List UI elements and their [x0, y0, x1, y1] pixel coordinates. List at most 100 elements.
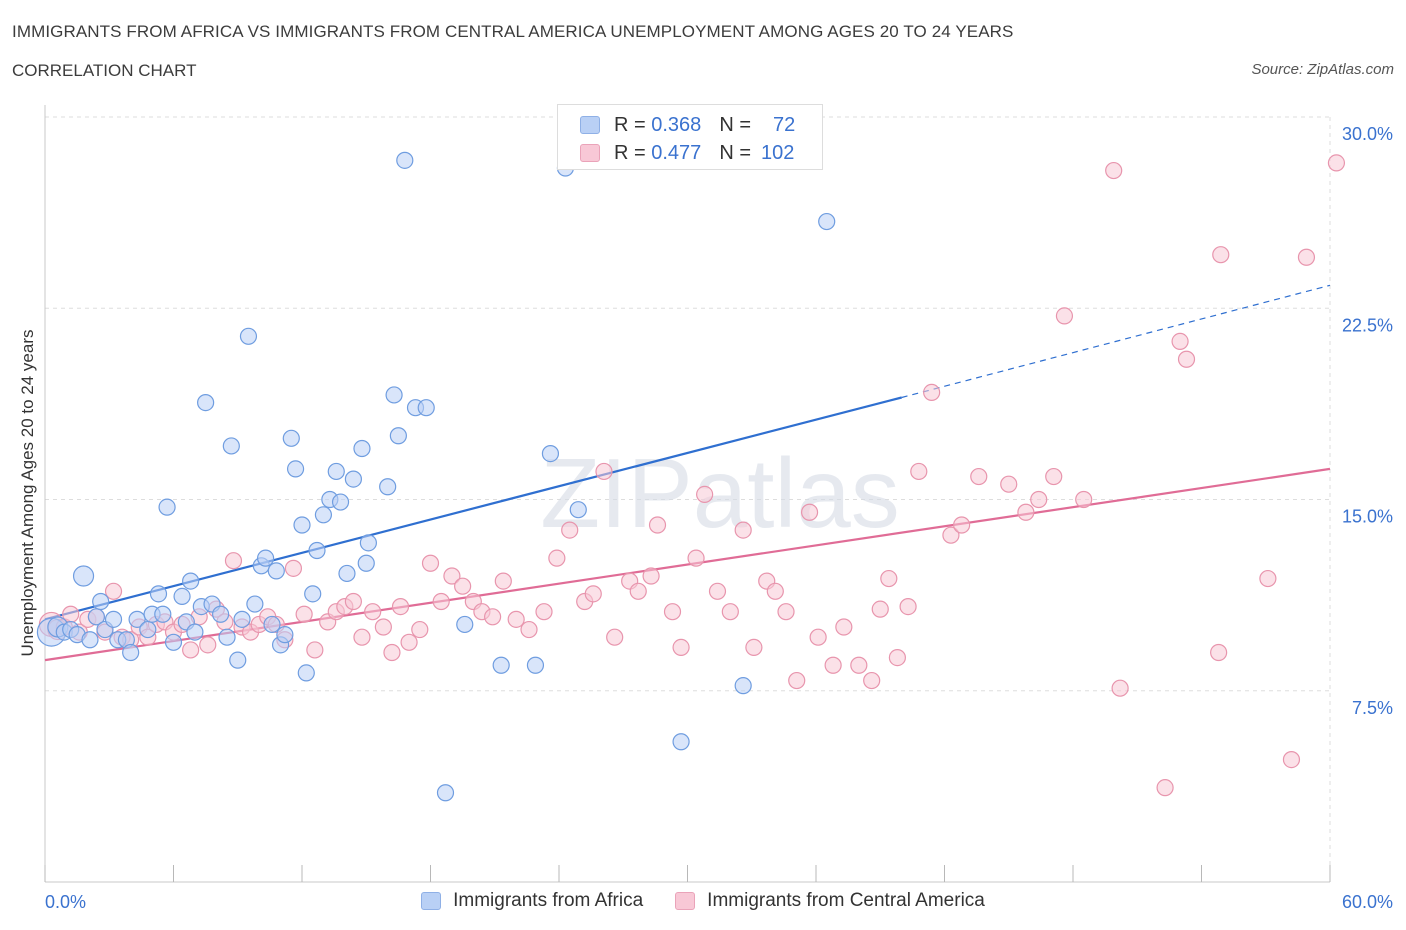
central-america-point — [734, 521, 752, 539]
central-america-point — [835, 618, 853, 636]
central-america-swatch — [580, 144, 600, 162]
africa-point — [218, 628, 236, 646]
africa-point — [569, 501, 587, 519]
legend-item-africa[interactable]: Immigrants from Africa — [421, 890, 643, 912]
x-tick-label: 60.0% — [1342, 892, 1393, 912]
africa-point — [186, 623, 204, 641]
africa-point — [222, 437, 240, 455]
africa-point — [267, 562, 285, 580]
central-america-point — [1177, 350, 1196, 368]
central-america-point — [1045, 467, 1063, 486]
africa-point — [293, 516, 311, 534]
central-america-point — [863, 671, 881, 690]
central-america-point — [1017, 503, 1035, 521]
y-tick-label: 30.0% — [1342, 124, 1393, 144]
central-america-point — [507, 610, 525, 628]
central-america-point — [970, 467, 988, 486]
africa-point — [256, 549, 275, 567]
africa-point — [389, 427, 407, 445]
central-america-point — [1000, 475, 1018, 493]
africa-point — [308, 541, 326, 560]
africa-point — [149, 585, 168, 603]
central-america-point — [745, 638, 763, 657]
africa-point — [276, 626, 294, 644]
africa-point — [672, 733, 690, 751]
central-america-point — [1075, 490, 1093, 509]
r-label: R = — [614, 141, 646, 164]
africa-point — [139, 620, 157, 639]
africa-point — [164, 633, 183, 651]
central-america-point — [400, 633, 418, 651]
central-america-point — [454, 577, 472, 595]
central-america-point — [642, 567, 660, 585]
africa-point — [239, 327, 258, 345]
n-value-central-america: 102 — [761, 141, 795, 164]
africa-point — [81, 631, 99, 649]
africa-point — [331, 493, 350, 511]
central-america-point — [494, 572, 512, 590]
y-axis-label: Unemployment Among Ages 20 to 24 years — [18, 329, 37, 657]
series-legend: Immigrants from Africa Immigrants from C… — [0, 890, 1406, 912]
legend-item-central-america[interactable]: Immigrants from Central America — [675, 890, 985, 912]
y-tick-label: 22.5% — [1342, 315, 1393, 335]
central-america-point — [1212, 246, 1230, 264]
central-america-point — [953, 516, 971, 534]
central-america-point — [824, 656, 842, 674]
africa-point — [417, 399, 435, 417]
central-america-point — [606, 628, 624, 646]
africa-point — [379, 478, 397, 496]
africa-point — [338, 564, 356, 583]
central-america-point — [1055, 307, 1074, 325]
central-america-point — [284, 559, 303, 577]
chart-title: IMMIGRANTS FROM AFRICA VS IMMIGRANTS FRO… — [12, 22, 1014, 41]
n-value-africa: 72 — [773, 113, 796, 136]
central-america-point — [648, 516, 667, 534]
africa-point — [396, 151, 414, 169]
africa-point — [734, 677, 752, 695]
central-america-point — [364, 603, 382, 621]
central-america-point — [353, 628, 371, 646]
central-america-point — [800, 503, 819, 521]
africa-point — [263, 615, 281, 634]
r-value-africa: 0.368 — [651, 113, 702, 136]
central-america-point — [687, 549, 705, 567]
africa-point — [526, 656, 545, 674]
central-america-point — [295, 605, 313, 623]
central-america-point — [584, 585, 602, 603]
africa-point — [282, 429, 300, 447]
central-america-point — [696, 485, 714, 503]
africa-point — [818, 212, 836, 231]
n-label: N = — [719, 141, 751, 164]
central-america-point — [910, 462, 928, 481]
central-america-point — [104, 582, 123, 600]
africa-point — [104, 610, 123, 628]
central-america-point — [777, 603, 795, 621]
africa-point — [197, 394, 215, 412]
central-america-point — [199, 636, 217, 654]
central-america-point — [850, 656, 868, 674]
central-america-point — [548, 549, 566, 567]
central-america-point — [721, 603, 739, 621]
africa-point — [158, 498, 176, 516]
africa-point — [456, 615, 474, 634]
central-america-point — [766, 582, 784, 600]
central-america-point — [344, 592, 362, 611]
africa-point — [233, 610, 251, 628]
x-tick-label: 0.0% — [45, 892, 86, 912]
central-america-point — [672, 638, 690, 657]
central-america-legend-swatch — [675, 892, 696, 910]
africa-point — [541, 445, 560, 463]
central-america-point — [1105, 161, 1123, 180]
central-america-point — [708, 582, 727, 600]
central-america-point — [1297, 248, 1316, 266]
y-tick-labels: 7.5% 15.0% 22.5% 30.0% — [1342, 124, 1393, 718]
central-america-point — [663, 603, 682, 621]
africa-point — [353, 439, 371, 458]
central-america-point — [520, 620, 538, 639]
central-america-point — [1327, 154, 1346, 172]
central-america-point — [788, 671, 806, 690]
africa-point — [128, 610, 146, 628]
watermark: ZIPatlas — [540, 438, 899, 548]
africa-point — [359, 534, 377, 552]
